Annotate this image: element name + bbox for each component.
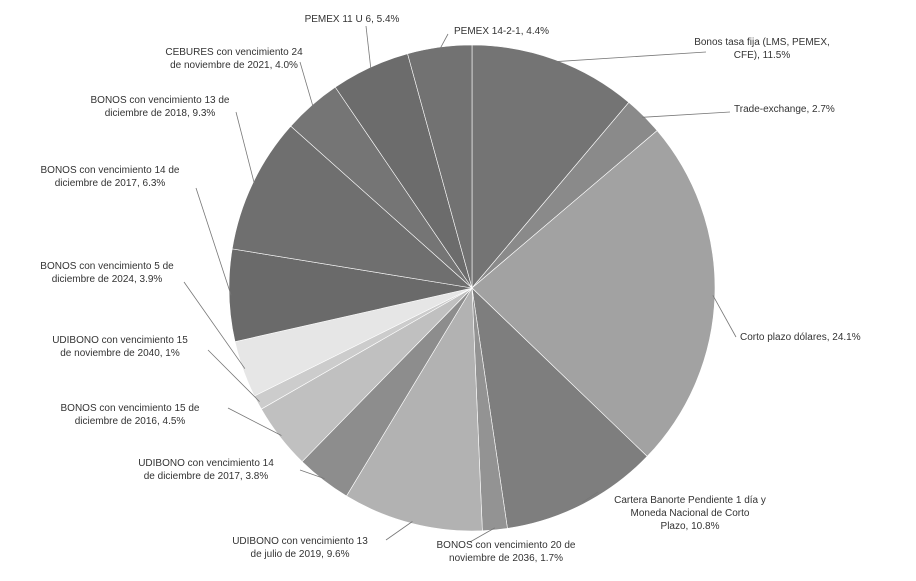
leader-line-bonos-con-vencimiento-20-de-noviembre-de-2036 bbox=[469, 527, 495, 543]
slice-label-bonos-con-vencimiento-13-de-diciembre-de-2018: BONOS con vencimiento 13 de diciembre de … bbox=[91, 95, 230, 119]
leader-line-udibono-con-vencimiento-14-de-diciembre-de-2017 bbox=[299, 469, 325, 479]
slice-label-udibono-con-vencimiento-15-de-noviembre-de-2040: UDIBONO con vencimiento 15 de noviembre d… bbox=[52, 335, 188, 359]
slice-label-trade-exchange: Trade-exchange, 2.7% bbox=[734, 104, 835, 115]
leader-line-bonos-con-vencimiento-5-de-diciembre-de-2024 bbox=[183, 281, 246, 369]
leader-line-bonos-con-vencimiento-15-de-diciembre-de-2016 bbox=[227, 407, 282, 436]
slice-label-bonos-con-vencimiento-5-de-diciembre-de-2024: BONOS con vencimiento 5 de diciembre de 2… bbox=[40, 261, 174, 285]
pie-slices bbox=[228, 44, 716, 532]
leader-line-trade-exchange bbox=[642, 111, 731, 118]
slice-label-cartera-banorte-pendiente-1-dia-y-moneda-nacional-de-corto-plazo: Cartera Banorte Pendiente 1 día y Moneda … bbox=[614, 495, 766, 532]
leader-line-corto-plazo-dolares bbox=[712, 295, 737, 338]
leader-line-pemex-14-2-1 bbox=[439, 33, 449, 50]
leader-line-cartera-banorte-pendiente-1-dia-y-moneda-nacional-de-corto-plazo bbox=[582, 491, 599, 503]
pie-slice-corto-plazo-dolares bbox=[471, 130, 716, 457]
slice-label-udibono-con-vencimiento-14-de-diciembre-de-2017: UDIBONO con vencimiento 14 de diciembre d… bbox=[138, 458, 274, 482]
leader-line-udibono-con-vencimiento-15-de-noviembre-de-2040 bbox=[207, 349, 260, 402]
slice-label-bonos-con-vencimiento-15-de-diciembre-de-2016: BONOS con vencimiento 15 de diciembre de … bbox=[61, 403, 200, 427]
slice-label-udibono-con-vencimiento-13-de-julio-de-2019: UDIBONO con vencimiento 13 de julio de 20… bbox=[232, 536, 368, 560]
slice-label-cebures-con-vencimiento-24-de-noviembre-de-2021: CEBURES con vencimiento 24 de noviembre d… bbox=[165, 47, 303, 71]
leader-line-pemex-11-u-6 bbox=[365, 25, 372, 70]
leader-line-bonos-con-vencimiento-14-de-diciembre-de-2017 bbox=[195, 187, 232, 296]
slice-label-pemex-11-u-6: PEMEX 11 U 6, 5.4% bbox=[305, 14, 400, 25]
slice-label-bonos-tasa-fija-lms-pemex-cfe: Bonos tasa fija (LMS, PEMEX, CFE), 11.5% bbox=[694, 37, 830, 61]
pie-slice-bonos-tasa-fija-lms-pemex-cfe bbox=[471, 44, 630, 289]
pie-slice-bonos-con-vencimiento-13-de-diciembre-de-2018 bbox=[231, 125, 473, 289]
pie-slice-pemex-14-2-1 bbox=[407, 44, 473, 289]
leader-line-udibono-con-vencimiento-13-de-julio-de-2019 bbox=[385, 521, 413, 541]
pie-slice-cartera-banorte-pendiente-1-dia-y-moneda-nacional-de-corto-plazo bbox=[471, 287, 648, 529]
slice-label-pemex-14-2-1: PEMEX 14-2-1, 4.4% bbox=[454, 26, 549, 37]
leader-line-bonos-tasa-fija-lms-pemex-cfe bbox=[554, 51, 707, 63]
leader-lines bbox=[183, 25, 737, 543]
slice-label-bonos-con-vencimiento-14-de-diciembre-de-2017: BONOS con vencimiento 14 de diciembre de … bbox=[41, 165, 180, 189]
leader-line-cebures-con-vencimiento-24-de-noviembre-de-2021 bbox=[299, 61, 314, 107]
slice-label-corto-plazo-dolares: Corto plazo dólares, 24.1% bbox=[740, 332, 861, 343]
slice-label-bonos-con-vencimiento-20-de-noviembre-de-2036: BONOS con vencimiento 20 de noviembre de … bbox=[437, 540, 576, 564]
leader-line-bonos-con-vencimiento-13-de-diciembre-de-2018 bbox=[235, 111, 255, 185]
slice-labels: Bonos tasa fija (LMS, PEMEX, CFE), 11.5% T… bbox=[40, 14, 860, 564]
pie-slice-udibono-con-vencimiento-13-de-julio-de-2019 bbox=[346, 286, 483, 532]
